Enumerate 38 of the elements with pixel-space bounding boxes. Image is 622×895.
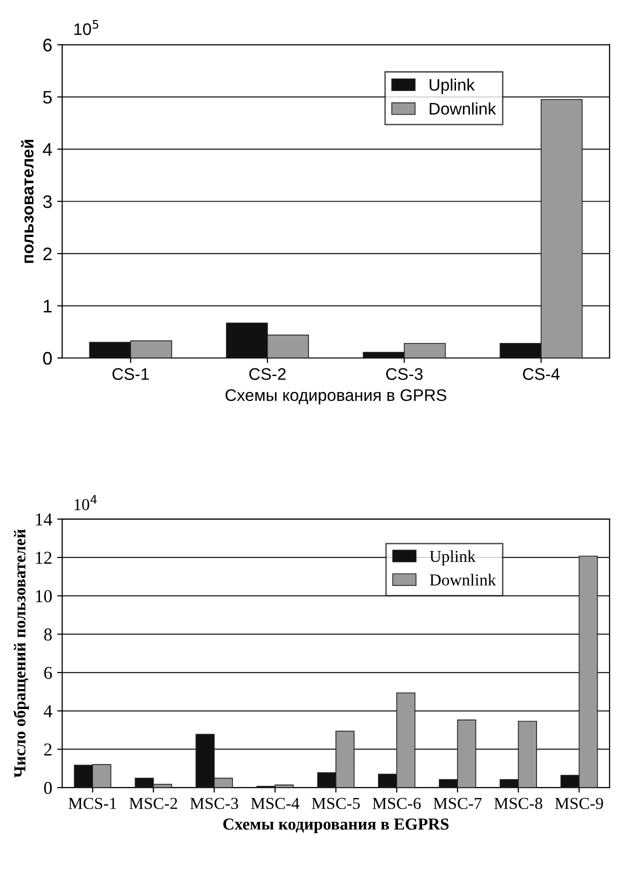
y-tick-label: 6 <box>43 38 52 52</box>
y-tick-label: 14 <box>36 513 52 526</box>
x-tick-label: MSC-8 <box>494 798 542 810</box>
text: 10$^{4}$ <box>74 495 97 510</box>
x-tick-label: MSC-3 <box>190 798 238 810</box>
legend-label: Uplink <box>430 550 476 566</box>
y-tick-label: 0 <box>44 782 52 794</box>
y-tick-label: 5 <box>43 91 52 104</box>
x-axis-title: Схемы кодирования в GPRS <box>226 389 446 404</box>
y-tick-label: 4 <box>44 705 52 718</box>
y-tick-label: 6 <box>44 666 52 679</box>
y-axis-title: пользователей <box>21 140 34 263</box>
x-axis-title: Схемы кодирования в EGPRS <box>223 818 449 834</box>
y-tick-label: 0 <box>43 352 52 365</box>
y-tick-label: 1 <box>44 300 52 312</box>
y-tick-label: 12 <box>36 552 52 564</box>
x-tick-label: MSC-5 <box>312 798 360 810</box>
text: 10$^{5}$ <box>74 20 98 36</box>
x-tick-label: MSC-9 <box>555 798 604 810</box>
x-tick-label: CS-2 <box>249 368 286 380</box>
x-tick-label: CS-3 <box>386 368 423 380</box>
y-tick-label: 2 <box>43 248 52 260</box>
y-tick-label: 4 <box>42 143 52 156</box>
y-tick-label: 10 <box>36 590 52 602</box>
y-tick-label: 8 <box>44 628 52 641</box>
x-tick-label: MSC-7 <box>433 798 482 810</box>
legend-label: Downlink <box>430 102 496 115</box>
y-tick-label: 3 <box>43 195 52 208</box>
x-tick-label: MSC-6 <box>372 798 421 810</box>
x-tick-label: MCS-1 <box>68 798 116 810</box>
x-tick-label: CS-1 <box>112 368 149 380</box>
legend-label: Downlink <box>430 574 496 586</box>
y-axis-title: Число обращений пользователей <box>13 529 29 778</box>
x-tick-label: CS-4 <box>523 368 560 380</box>
x-tick-label: MSC-4 <box>250 798 300 810</box>
legend-label: Uplink <box>430 78 475 94</box>
y-tick-label: 2 <box>44 744 52 756</box>
x-tick-label: MSC-2 <box>129 798 178 810</box>
